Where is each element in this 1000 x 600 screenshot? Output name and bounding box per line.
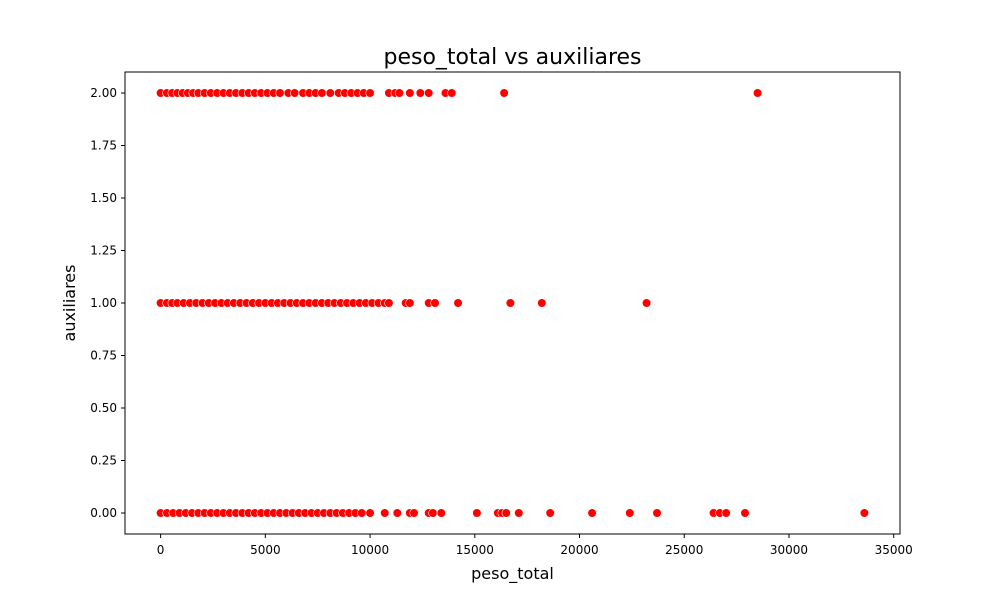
scatter-point xyxy=(752,88,763,98)
scatter-point xyxy=(424,88,434,98)
y-tick-label: 2.00 xyxy=(90,86,117,100)
y-tick-label: 0.00 xyxy=(90,506,117,520)
scatter-point xyxy=(587,508,597,518)
x-tick-label: 5000 xyxy=(250,543,281,557)
y-tick-label: 1.25 xyxy=(90,244,117,258)
y-tick-label: 1.50 xyxy=(90,191,117,205)
scatter-point xyxy=(514,508,524,518)
x-tick-label: 25000 xyxy=(665,543,703,557)
x-axis-label: peso_total xyxy=(471,564,554,584)
scatter-point xyxy=(394,88,404,98)
scatter-point xyxy=(652,508,662,518)
y-axis-ticks: 0.00 0.25 0.50 0.75 1.00 1.25 1.50 1.75 2.00 xyxy=(90,86,125,520)
scatter-point xyxy=(409,508,419,518)
x-tick-label: 0 xyxy=(157,543,165,557)
scatter-point xyxy=(384,298,394,308)
y-tick-label: 1.75 xyxy=(90,139,117,153)
x-tick-label: 30000 xyxy=(770,543,808,557)
scatter-point xyxy=(721,508,731,518)
scatter-point xyxy=(325,88,335,98)
x-tick-label: 20000 xyxy=(560,543,598,557)
scatter-point xyxy=(275,88,285,98)
y-tick-label: 1.00 xyxy=(90,296,117,310)
scatter-point xyxy=(428,508,438,518)
y-tick-label: 0.25 xyxy=(90,454,117,468)
scatter-point xyxy=(365,88,375,98)
scatter-point xyxy=(380,508,390,518)
x-tick-label: 10000 xyxy=(351,543,389,557)
scatter-point xyxy=(365,508,375,518)
scatter-point xyxy=(740,508,750,518)
scatter-point xyxy=(501,508,511,518)
scatter-point xyxy=(392,508,402,518)
scatter-point xyxy=(405,298,415,308)
scatter-point xyxy=(499,88,509,98)
scatter-point xyxy=(505,298,516,308)
scatter-point xyxy=(436,508,446,518)
x-tick-label: 35000 xyxy=(875,543,913,557)
scatter-point xyxy=(625,508,635,518)
scatter-point xyxy=(430,298,440,308)
x-axis-ticks: 0 5000 10000 15000 20000 25000 30000 35000 xyxy=(157,534,913,557)
scatter-point xyxy=(357,508,367,518)
scatter-point xyxy=(405,88,415,98)
plot-frame xyxy=(124,71,901,535)
y-tick-label: 0.75 xyxy=(90,349,117,363)
scatter-point xyxy=(453,298,463,308)
scatter-point xyxy=(641,298,652,308)
data-points xyxy=(156,88,869,518)
x-tick-label: 15000 xyxy=(456,543,494,557)
scatter-point xyxy=(317,88,327,98)
y-tick-label: 0.50 xyxy=(90,401,117,415)
scatter-point xyxy=(290,88,300,98)
scatter-point xyxy=(447,88,457,98)
chart-title: peso_total vs auxiliares xyxy=(383,45,641,70)
scatter-point xyxy=(859,508,869,518)
scatter-point xyxy=(537,298,547,308)
scatter-point xyxy=(415,88,425,98)
y-axis-label: auxiliares xyxy=(60,265,79,342)
scatter-point xyxy=(472,508,482,518)
scatter-point xyxy=(545,508,555,518)
